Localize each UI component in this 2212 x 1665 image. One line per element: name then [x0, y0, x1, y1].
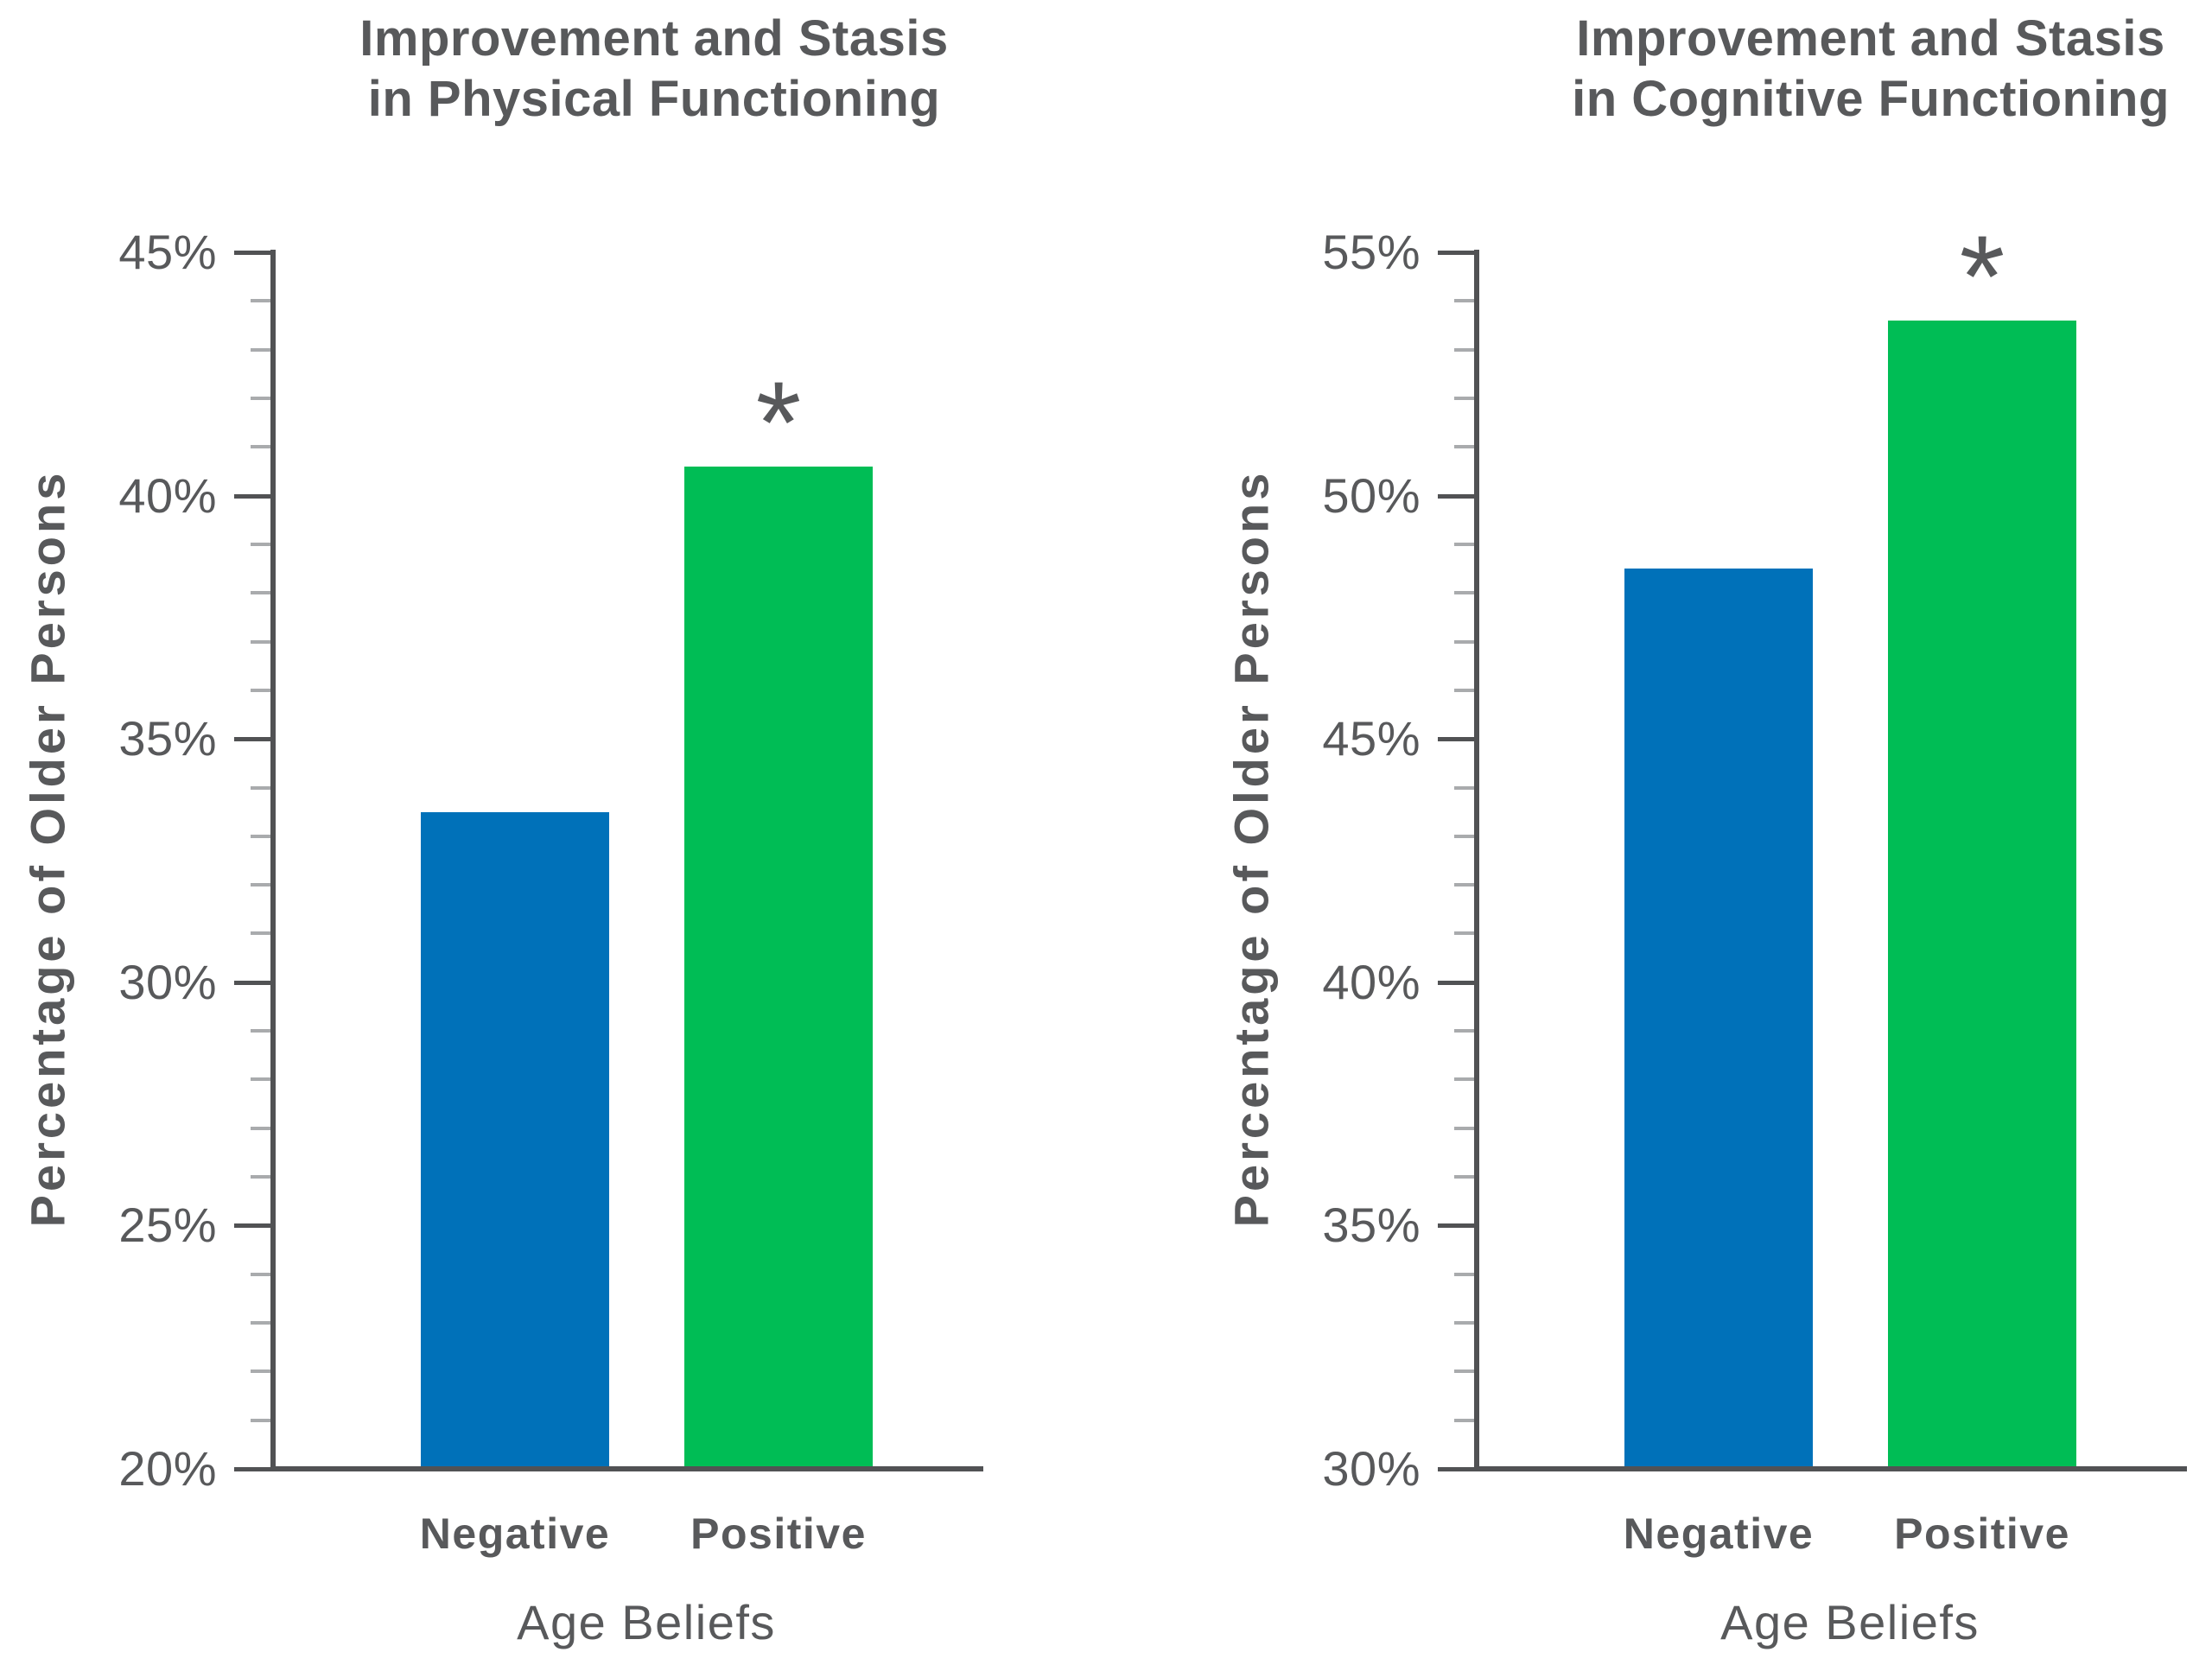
y-major-tick — [234, 1467, 270, 1471]
y-minor-tick — [1454, 1419, 1474, 1422]
y-minor-tick — [251, 1077, 270, 1081]
y-tick-label: 45% — [118, 225, 217, 279]
y-minor-tick — [251, 591, 270, 594]
bar-negative — [421, 812, 609, 1471]
y-minor-tick — [251, 883, 270, 887]
y-tick-label: 30% — [118, 955, 217, 1009]
y-minor-tick — [251, 1369, 270, 1373]
chart-title-line1: Improvement and Stasis — [359, 10, 949, 67]
y-minor-tick — [1454, 640, 1474, 644]
y-major-tick — [234, 494, 270, 499]
y-minor-tick — [1454, 1175, 1474, 1179]
y-minor-tick — [1454, 299, 1474, 302]
y-minor-tick — [251, 1127, 270, 1130]
y-minor-tick — [1454, 1029, 1474, 1033]
chart-title-line1: Improvement and Stasis — [1576, 10, 2165, 67]
y-minor-tick — [1454, 1321, 1474, 1325]
category-label-positive: Positive — [690, 1509, 867, 1558]
y-minor-tick — [251, 786, 270, 790]
y-minor-tick — [1454, 591, 1474, 594]
y-major-tick — [234, 251, 270, 255]
y-major-tick — [1438, 737, 1474, 741]
y-tick-label: 25% — [118, 1198, 217, 1252]
y-tick-label: 30% — [1322, 1441, 1421, 1496]
y-minor-tick — [251, 1029, 270, 1033]
y-axis-line — [1474, 250, 1479, 1471]
chart-title: Improvement and Stasis in Cognitive Funct… — [1395, 9, 2212, 130]
x-axis-title: Age Beliefs — [1720, 1595, 1980, 1649]
y-axis-title: Percentage of Older Persons — [1224, 469, 1279, 1228]
y-minor-tick — [1454, 835, 1474, 838]
y-minor-tick — [1454, 1127, 1474, 1130]
y-minor-tick — [1454, 1077, 1474, 1081]
y-minor-tick — [1454, 348, 1474, 352]
y-minor-tick — [251, 348, 270, 352]
y-minor-tick — [251, 543, 270, 546]
chart-title-line2: in Physical Functioning — [367, 71, 941, 127]
y-tick-label: 45% — [1322, 711, 1421, 766]
category-label-negative: Negative — [1623, 1509, 1815, 1558]
y-minor-tick — [251, 689, 270, 692]
x-axis-baseline — [1474, 1466, 2187, 1471]
y-major-tick — [234, 1223, 270, 1228]
y-major-tick — [234, 981, 270, 985]
significance-asterisk: * — [755, 357, 802, 488]
y-minor-tick — [251, 1175, 270, 1179]
y-minor-tick — [1454, 397, 1474, 400]
significance-asterisk: * — [1959, 211, 2005, 342]
y-tick-label: 50% — [1322, 468, 1421, 523]
y-minor-tick — [251, 1419, 270, 1422]
y-minor-tick — [251, 640, 270, 644]
y-minor-tick — [251, 1321, 270, 1325]
y-minor-tick — [251, 931, 270, 935]
y-major-tick — [1438, 494, 1474, 499]
y-minor-tick — [251, 445, 270, 448]
x-axis-title: Age Beliefs — [517, 1595, 776, 1649]
y-tick-label: 40% — [118, 468, 217, 523]
y-minor-tick — [251, 1273, 270, 1276]
y-axis-line — [270, 250, 276, 1471]
y-minor-tick — [1454, 1273, 1474, 1276]
y-major-tick — [1438, 251, 1474, 255]
y-major-tick — [234, 737, 270, 741]
y-minor-tick — [1454, 931, 1474, 935]
y-minor-tick — [1454, 689, 1474, 692]
bar-positive — [1888, 321, 2076, 1471]
y-minor-tick — [1454, 445, 1474, 448]
y-minor-tick — [1454, 543, 1474, 546]
y-minor-tick — [1454, 786, 1474, 790]
y-minor-tick — [251, 299, 270, 302]
category-label-negative: Negative — [419, 1509, 611, 1558]
chart-title: Improvement and Stasis in Physical Functi… — [179, 9, 1129, 130]
y-minor-tick — [1454, 1369, 1474, 1373]
y-major-tick — [1438, 1467, 1474, 1471]
y-major-tick — [1438, 981, 1474, 985]
y-tick-label: 55% — [1322, 225, 1421, 279]
y-minor-tick — [251, 835, 270, 838]
category-label-positive: Positive — [1894, 1509, 2070, 1558]
x-axis-baseline — [270, 1466, 983, 1471]
y-tick-label: 35% — [118, 711, 217, 766]
y-minor-tick — [251, 397, 270, 400]
y-tick-label: 20% — [118, 1441, 217, 1496]
y-tick-label: 35% — [1322, 1198, 1421, 1252]
y-tick-label: 40% — [1322, 955, 1421, 1009]
bar-positive — [684, 467, 873, 1471]
bar-negative — [1624, 569, 1813, 1471]
y-major-tick — [1438, 1223, 1474, 1228]
chart-title-line2: in Cognitive Functioning — [1572, 71, 2170, 127]
y-minor-tick — [1454, 883, 1474, 887]
